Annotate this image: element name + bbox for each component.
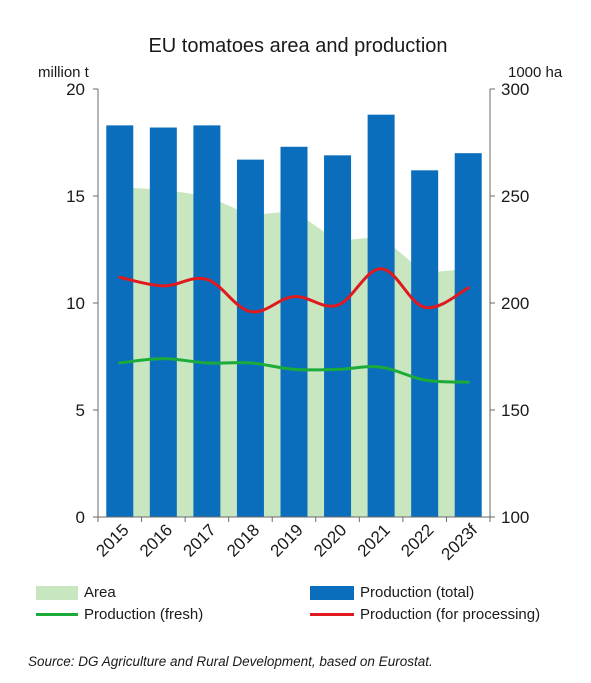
legend-area-label: Area xyxy=(84,584,116,601)
x-tick-label-2017: 2017 xyxy=(180,520,220,560)
bar-2017 xyxy=(193,125,221,517)
x-tick-label-2019: 2019 xyxy=(267,520,307,560)
x-tick-label-2015: 2015 xyxy=(92,520,132,560)
legend-production-total-label: Production (total) xyxy=(360,584,475,601)
right-axis-unit: 1000 ha xyxy=(508,64,563,81)
right-tick-label: 200 xyxy=(501,294,529,313)
legend-production-fresh: Production (fresh) xyxy=(36,606,203,623)
source-note: Source: DG Agriculture and Rural Develop… xyxy=(28,654,433,669)
bar-2023f xyxy=(454,153,482,517)
right-tick-label: 100 xyxy=(501,508,529,527)
x-tick-label-2022: 2022 xyxy=(397,520,437,560)
legend-production-fresh-label: Production (fresh) xyxy=(84,606,204,623)
left-tick-label: 15 xyxy=(66,187,85,206)
legend-production-total-swatch xyxy=(310,585,354,600)
line-production-fresh xyxy=(118,357,470,384)
bar-2022 xyxy=(411,170,439,517)
legend-production-fresh-swatch xyxy=(36,613,78,616)
x-tick-label-2020: 2020 xyxy=(310,520,350,560)
x-tick-label-2021: 2021 xyxy=(354,520,394,560)
bar-2021 xyxy=(367,114,395,518)
bar-2019 xyxy=(280,146,308,517)
x-tick-label-2018: 2018 xyxy=(223,520,263,560)
legend-production-total: Production (total) xyxy=(310,584,474,601)
legend-production-processing-swatch xyxy=(310,613,354,616)
bar-2018 xyxy=(236,159,264,517)
bar-2020 xyxy=(324,155,352,517)
x-tick-label-2023f: 2023f xyxy=(438,520,482,564)
left-tick-label: 20 xyxy=(66,80,85,99)
legend-area: Area xyxy=(36,584,116,601)
bar-2016 xyxy=(149,127,177,518)
left-axis-unit: million t xyxy=(38,64,90,81)
legend-production-processing: Production (for processing) xyxy=(310,606,540,623)
x-tick-label-2016: 2016 xyxy=(136,520,176,560)
right-tick-label: 300 xyxy=(501,80,529,99)
legend-area-swatch xyxy=(36,585,78,600)
chart-title: EU tomatoes area and production xyxy=(148,35,447,57)
bar-2015 xyxy=(106,125,134,517)
left-tick-label: 0 xyxy=(76,508,85,527)
right-tick-label: 150 xyxy=(501,401,529,420)
left-tick-label: 10 xyxy=(66,294,85,313)
legend-production-processing-label: Production (for processing) xyxy=(360,606,541,623)
right-tick-label: 250 xyxy=(501,187,529,206)
left-tick-label: 5 xyxy=(76,401,85,420)
line-production-processing xyxy=(118,267,470,314)
